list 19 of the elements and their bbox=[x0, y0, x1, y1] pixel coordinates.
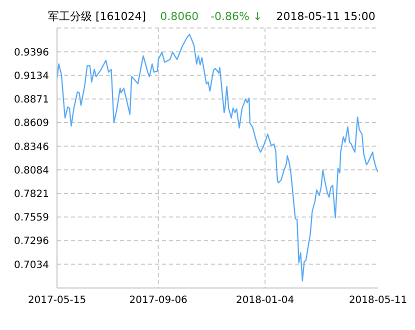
text: 2018-05-11 15:00 bbox=[276, 10, 376, 22]
y-tick-label: 0.9134 bbox=[14, 70, 49, 82]
line-series bbox=[57, 34, 378, 282]
y-tick-label: 0.7559 bbox=[14, 212, 49, 224]
y-tick-label: 0.8346 bbox=[14, 142, 49, 153]
y-tick-label: 0.7296 bbox=[14, 236, 49, 248]
text: 0.8060 bbox=[160, 10, 199, 22]
x-tick-label: 2018-05-11 bbox=[348, 295, 408, 306]
chart-title: 军工分级 [161024] bbox=[48, 8, 146, 24]
text: -0.86% ↓ bbox=[210, 10, 262, 22]
x-tick-label: 2017-05-15 bbox=[28, 295, 86, 306]
y-tick-label: 0.8871 bbox=[14, 94, 49, 106]
x-tick-label: 2017-09-06 bbox=[129, 295, 188, 306]
x-tick-label: 2018-01-04 bbox=[236, 295, 294, 306]
y-tick-label: 0.9396 bbox=[14, 47, 49, 58]
y-tick-label: 0.8084 bbox=[14, 165, 49, 176]
y-tick-label: 0.7034 bbox=[14, 260, 49, 271]
y-tick-label: 0.7821 bbox=[14, 188, 49, 200]
y-tick-label: 0.8609 bbox=[14, 118, 49, 130]
